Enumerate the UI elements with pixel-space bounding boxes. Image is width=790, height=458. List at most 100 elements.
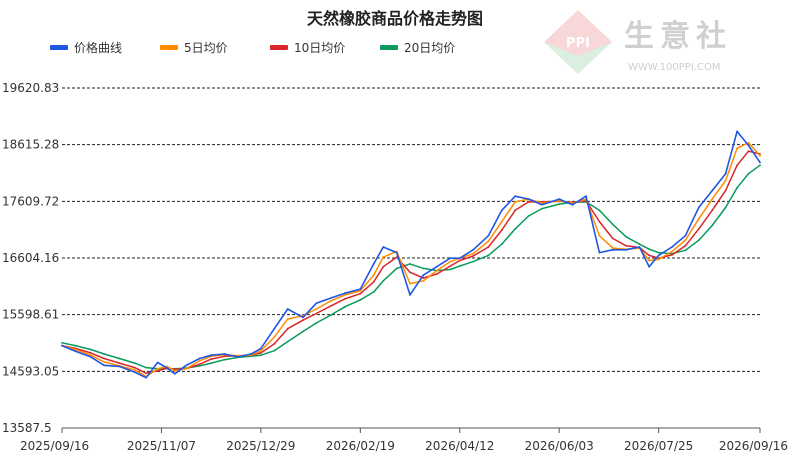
data-point-price	[657, 254, 660, 257]
data-point-ma10	[133, 366, 136, 369]
data-point-price	[286, 308, 289, 310]
data-point-price	[103, 364, 105, 367]
data-point-ma5	[422, 279, 425, 282]
data-point-price	[260, 347, 262, 350]
data-point-ma10	[736, 164, 738, 167]
data-point-ma5	[558, 199, 561, 202]
legend-swatch	[160, 45, 178, 50]
legend-swatch	[270, 45, 288, 50]
data-point-price	[671, 246, 673, 248]
data-point-ma20	[638, 243, 641, 246]
data-point-ma20	[558, 203, 561, 206]
data-point-ma10	[514, 209, 517, 212]
data-point-ma20	[372, 291, 375, 293]
data-point-ma5	[671, 250, 673, 253]
data-point-ma20	[409, 263, 411, 265]
data-point-ma5	[330, 299, 333, 302]
data-point-ma20	[697, 239, 700, 242]
data-point-ma20	[395, 267, 398, 270]
data-point-price	[173, 372, 176, 375]
data-point-ma5	[736, 147, 738, 150]
data-point-price	[527, 198, 530, 201]
data-point-ma10	[260, 352, 262, 354]
data-point-ma10	[648, 254, 650, 257]
data-point-ma10	[409, 271, 411, 274]
data-point-ma20	[611, 223, 614, 226]
data-point-ma5	[372, 274, 375, 276]
data-point-ma10	[625, 244, 627, 247]
data-point-ma20	[302, 330, 304, 333]
data-point-ma10	[315, 312, 318, 315]
data-point-ma5	[286, 318, 289, 320]
data-point-ma10	[145, 372, 148, 375]
data-point-ma10	[711, 209, 714, 212]
x-tick-label: 2025/11/07	[127, 439, 196, 453]
data-point-ma5	[133, 368, 136, 371]
legend-swatch	[380, 45, 398, 50]
data-point-ma20	[648, 248, 650, 251]
series-line-ma10	[61, 150, 761, 374]
data-point-ma5	[697, 217, 700, 220]
series-line-price	[61, 130, 761, 379]
legend-label: 5日均价	[184, 41, 228, 55]
y-tick-label: 19620.83	[2, 81, 59, 95]
data-point-ma5	[724, 179, 727, 182]
data-point-ma20	[315, 322, 318, 324]
x-axis: 2025/09/16 2025/11/07 2025/12/29 2026/02/19…	[20, 427, 788, 453]
x-tick-label: 2025/12/29	[226, 439, 295, 453]
data-point-ma10	[724, 189, 727, 192]
data-point-ma10	[344, 297, 346, 300]
data-point-price	[684, 234, 687, 237]
data-point-ma10	[500, 229, 503, 232]
data-point-price	[133, 371, 136, 373]
data-point-ma10	[435, 273, 438, 275]
data-point-price	[558, 198, 561, 201]
data-point-ma20	[286, 340, 289, 343]
data-point-ma5	[500, 220, 503, 223]
data-point-price	[598, 251, 601, 254]
data-point-ma10	[103, 357, 105, 360]
data-point-ma5	[260, 349, 262, 352]
data-point-ma10	[598, 220, 601, 223]
logo-diamond-bottom-icon	[544, 42, 612, 74]
data-point-ma10	[89, 352, 92, 354]
data-point-ma20	[133, 362, 136, 364]
data-point-ma5	[514, 201, 517, 203]
data-point-price	[747, 144, 750, 147]
data-point-price	[697, 206, 700, 209]
data-point-ma20	[625, 235, 627, 238]
data-point-ma20	[74, 344, 77, 347]
data-point-price	[359, 288, 362, 291]
y-tick-label: 18615.28	[2, 138, 59, 152]
data-point-ma20	[103, 353, 105, 355]
data-point-ma20	[382, 279, 385, 282]
data-point-ma20	[422, 267, 425, 270]
data-point-ma20	[89, 348, 92, 351]
data-point-price	[344, 292, 346, 295]
data-point-price	[223, 353, 226, 355]
data-point-ma20	[472, 260, 475, 263]
data-point-ma5	[684, 239, 687, 242]
data-point-price	[198, 357, 201, 360]
data-point-price	[487, 234, 490, 237]
data-point-price	[185, 364, 188, 367]
chart-title: 天然橡胶商品价格走势图	[307, 9, 483, 28]
data-point-price	[395, 251, 398, 254]
data-point-ma5	[611, 247, 614, 250]
data-point-price	[156, 361, 159, 364]
chart-grid	[62, 87, 760, 372]
data-point-price	[330, 296, 333, 299]
data-point-price	[541, 203, 543, 206]
data-point-price	[372, 263, 375, 265]
data-point-ma5	[315, 308, 318, 310]
legend-label: 20日均价	[404, 41, 455, 55]
data-point-price	[422, 274, 425, 276]
data-point-ma10	[372, 281, 375, 283]
data-point-price	[585, 195, 587, 198]
x-tick-label: 2025/09/16	[20, 439, 89, 453]
watermark-logo: PPI	[544, 10, 612, 74]
data-point-price	[435, 265, 438, 268]
data-point-price	[166, 367, 169, 369]
data-point-ma20	[449, 268, 452, 271]
